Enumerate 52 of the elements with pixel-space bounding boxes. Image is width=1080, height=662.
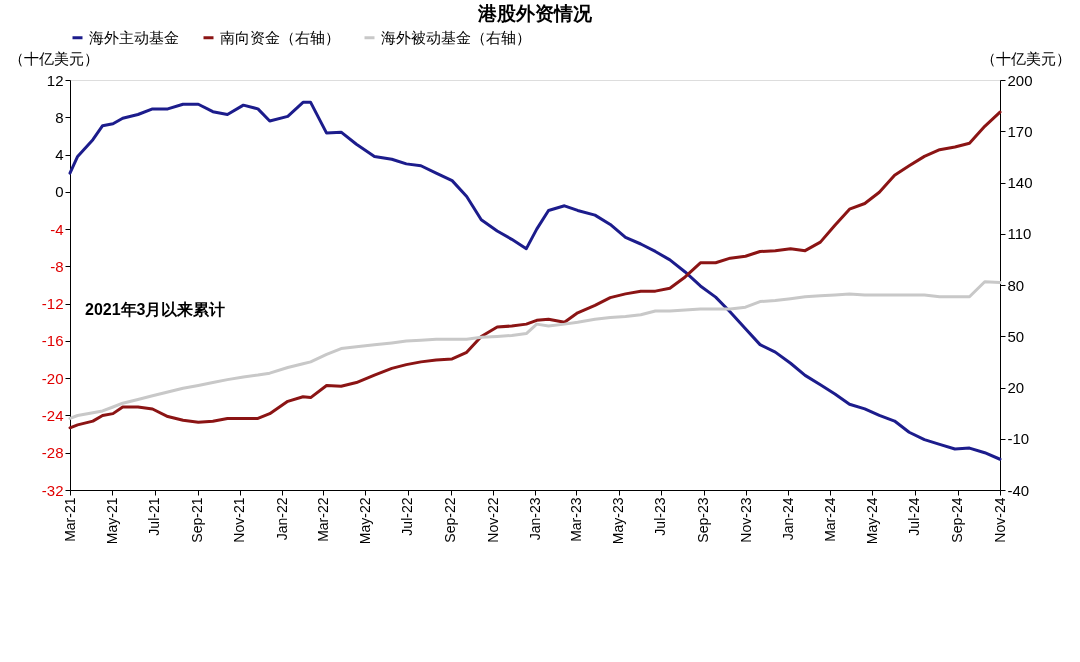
y2-tick-label: 50: [1007, 327, 1025, 345]
x-tick-label: May-21: [103, 497, 120, 545]
y-tick-label: -12: [41, 295, 64, 313]
x-tick-label: Mar-21: [61, 497, 78, 542]
legend-label: 海外被动基金（右轴）: [381, 28, 531, 46]
x-tick-label: Sep-21: [189, 497, 206, 543]
x-tick-label: Sep-22: [442, 497, 459, 543]
y-tick-label: 8: [55, 108, 64, 126]
x-tick-label: Jan-24: [779, 497, 796, 541]
x-tick-label: Jan-23: [526, 497, 543, 541]
y2-tick-label: -10: [1007, 430, 1030, 448]
x-tick-label: Jul-24: [906, 497, 923, 536]
x-tick-label: Jul-23: [652, 497, 669, 536]
x-tick-label: Nov-24: [991, 497, 1008, 543]
y-tick-label: -20: [41, 369, 64, 387]
y-tick-label: 0: [55, 183, 64, 201]
x-tick-label: Jan-22: [273, 497, 290, 541]
y2-tick-label: 80: [1007, 276, 1025, 294]
x-tick-label: May-24: [863, 497, 880, 545]
y-tick-label: -16: [41, 332, 64, 350]
legend-label: 海外主动基金: [89, 28, 179, 46]
x-tick-label: Nov-22: [484, 497, 501, 543]
x-tick-label: May-22: [356, 497, 373, 545]
y2-tick-label: 110: [1007, 225, 1032, 243]
x-tick-label: May-23: [610, 497, 627, 545]
y-tick-label: -32: [41, 481, 64, 499]
y-tick-label: -4: [50, 220, 64, 238]
y2-tick-label: 20: [1007, 379, 1025, 396]
y-tick-label: 4: [55, 146, 64, 164]
y2-tick-label: 170: [1007, 122, 1033, 140]
chart-title: 港股外资情况: [477, 3, 593, 24]
y2-axis-title: （十亿美元）: [980, 49, 1071, 67]
y-tick-label: 12: [46, 71, 64, 89]
x-tick-label: Sep-24: [949, 497, 966, 543]
y2-tick-label: 200: [1007, 71, 1033, 89]
y2-tick-label: -40: [1007, 481, 1030, 499]
x-tick-label: Mar-22: [314, 497, 331, 542]
x-tick-label: Jul-22: [399, 497, 416, 536]
annotation: 2021年3月以来累计: [85, 301, 226, 318]
x-tick-label: Nov-21: [231, 497, 248, 543]
x-tick-label: Jul-21: [146, 497, 163, 536]
y-tick-label: -8: [50, 257, 64, 275]
y-tick-label: -24: [41, 406, 64, 424]
legend-label: 南向资金（右轴）: [220, 28, 340, 46]
y-tick-label: -28: [41, 444, 64, 462]
x-tick-label: Sep-23: [695, 497, 712, 543]
x-tick-label: Mar-24: [821, 497, 838, 542]
y-axis-title: （十亿美元）: [8, 49, 99, 67]
y2-tick-label: 140: [1007, 174, 1033, 191]
line-series: [68, 280, 1002, 420]
x-tick-label: Nov-23: [737, 497, 754, 543]
x-tick-label: Mar-23: [567, 497, 584, 542]
